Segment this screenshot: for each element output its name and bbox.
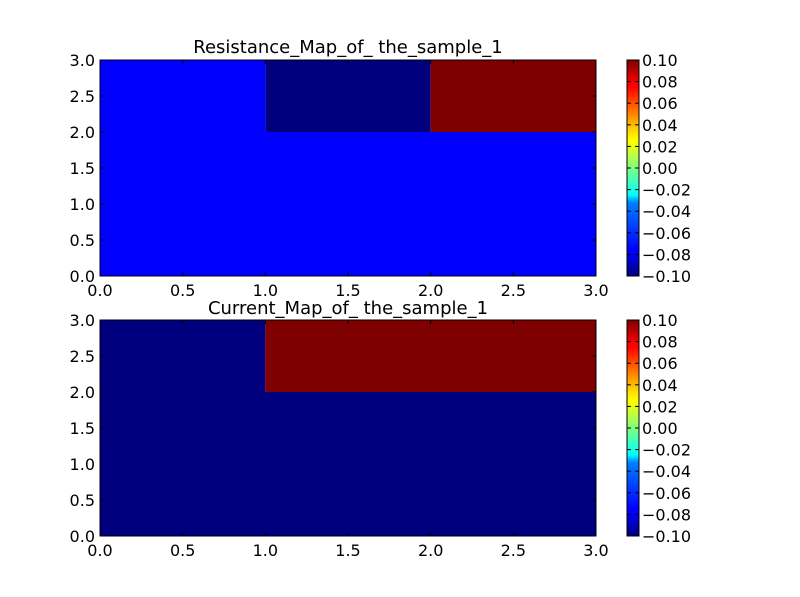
- current-map-xtick-label-6: 3.0: [583, 541, 608, 560]
- resistance-map-title: Resistance_Map_of_ the_sample_1: [193, 37, 503, 58]
- resistance-map-ytick-label-5: 2.5: [70, 87, 95, 106]
- resistance-map-colorbar-label-8: −0.06: [642, 224, 691, 243]
- current-map-ytick-label-2: 1.0: [70, 455, 95, 474]
- resistance-map-colorbar-label-2: 0.06: [642, 94, 678, 113]
- current-map-colorbar-label-8: −0.06: [642, 484, 691, 503]
- current-map-cell-0: [100, 392, 596, 536]
- current-map-colorbar-ticks: 0.10 0.08 0.06 0.04 0.02 0.00 −0.02 −0.04 −0.06 −…: [627, 311, 691, 546]
- current-map-title: Current_Map_of_ the_sample_1: [208, 298, 488, 319]
- current-map-cells: [100, 320, 596, 536]
- current-map-xtick-label-3: 1.5: [335, 541, 360, 560]
- resistance-map-colorbar-label-10: −0.10: [642, 267, 691, 286]
- resistance-map-colorbar-label-4: 0.02: [642, 137, 678, 156]
- current-map-colorbar-label-3: 0.04: [642, 376, 678, 395]
- current-map-xtick-label-4: 2.0: [418, 541, 443, 560]
- resistance-map-xtick-label-2: 1.0: [253, 281, 278, 300]
- current-map-ytick-label-4: 2.0: [70, 383, 95, 402]
- current-map-cell-2: [265, 320, 596, 392]
- resistance-map-ytick-label-4: 2.0: [70, 123, 95, 142]
- resistance-map-colorbar-ticks: 0.10 0.08 0.06 0.04 0.02 0.00 −0.02 −0.04 −0.06 −…: [627, 51, 691, 286]
- current-map-colorbar-label-6: −0.02: [642, 441, 691, 460]
- resistance-map-colorbar-label-7: −0.04: [642, 202, 691, 221]
- resistance-map-ytick-label-1: 0.5: [70, 231, 95, 250]
- resistance-map-colorbar-label-6: −0.02: [642, 181, 691, 200]
- resistance-map-colorbar-label-5: 0.00: [642, 159, 678, 178]
- resistance-map-colorbar-label-0: 0.10: [642, 51, 678, 70]
- resistance-map-y-axis: 0.0 0.5 1.0 1.5 2.0 2.5 3.0: [70, 51, 596, 286]
- current-map-colorbar-label-10: −0.10: [642, 527, 691, 546]
- current-map-xtick-label-5: 2.5: [501, 541, 526, 560]
- current-map-colorbar-label-1: 0.08: [642, 333, 678, 352]
- resistance-map-xtick-label-5: 2.5: [501, 281, 526, 300]
- resistance-map-ytick-label-6: 3.0: [70, 51, 95, 70]
- resistance-map-xtick-label-6: 3.0: [583, 281, 608, 300]
- current-map-colorbar-label-7: −0.04: [642, 462, 691, 481]
- current-map-ytick-label-1: 0.5: [70, 491, 95, 510]
- current-map-cell-1: [100, 320, 266, 392]
- resistance-map-colorbar-label-3: 0.04: [642, 116, 678, 135]
- current-map-colorbar-label-0: 0.10: [642, 311, 678, 330]
- resistance-map-cell-1: [100, 60, 266, 132]
- resistance-map-xtick-label-4: 2.0: [418, 281, 443, 300]
- resistance-map-ytick-label-2: 1.0: [70, 195, 95, 214]
- current-map-xtick-label-1: 0.5: [170, 541, 195, 560]
- resistance-map-x-axis: 0.0 0.5 1.0 1.5 2.0 2.5 3.0: [87, 60, 609, 300]
- current-map-ytick-label-6: 3.0: [70, 311, 95, 330]
- current-map-colorbar-label-9: −0.08: [642, 505, 691, 524]
- current-map-x-axis: 0.0 0.5 1.0 1.5 2.0 2.5 3.0: [87, 320, 609, 560]
- current-map-ytick-label-0: 0.0: [70, 527, 95, 546]
- resistance-map-xtick-label-1: 0.5: [170, 281, 195, 300]
- current-map-xtick-label-0: 0.0: [87, 541, 112, 560]
- resistance-map-cell-2: [265, 60, 431, 132]
- resistance-map-xtick-label-3: 1.5: [335, 281, 360, 300]
- resistance-map-cell-0: [100, 132, 596, 276]
- resistance-map-cell-3: [430, 60, 596, 132]
- resistance-map-xtick-label-0: 0.0: [87, 281, 112, 300]
- current-map-colorbar-label-5: 0.00: [642, 419, 678, 438]
- current-map-chart: Current_Map_of_ the_sample_1 0.0 0.5 1.0 1.…: [70, 298, 691, 560]
- resistance-map-ytick-label-0: 0.0: [70, 267, 95, 286]
- current-map-ytick-label-5: 2.5: [70, 347, 95, 366]
- resistance-map-colorbar-label-1: 0.08: [642, 73, 678, 92]
- resistance-map-chart: Resistance_Map_of_ the_sample_1 0.0 0.5 1.…: [70, 37, 691, 300]
- current-map-colorbar-label-4: 0.02: [642, 397, 678, 416]
- current-map-ytick-label-3: 1.5: [70, 419, 95, 438]
- current-map-colorbar-label-2: 0.06: [642, 354, 678, 373]
- resistance-map-ytick-label-3: 1.5: [70, 159, 95, 178]
- resistance-map-colorbar-label-9: −0.08: [642, 245, 691, 264]
- resistance-map-cells: [100, 60, 596, 276]
- current-map-xtick-label-2: 1.0: [253, 541, 278, 560]
- current-map-y-axis: 0.0 0.5 1.0 1.5 2.0 2.5 3.0: [70, 311, 596, 546]
